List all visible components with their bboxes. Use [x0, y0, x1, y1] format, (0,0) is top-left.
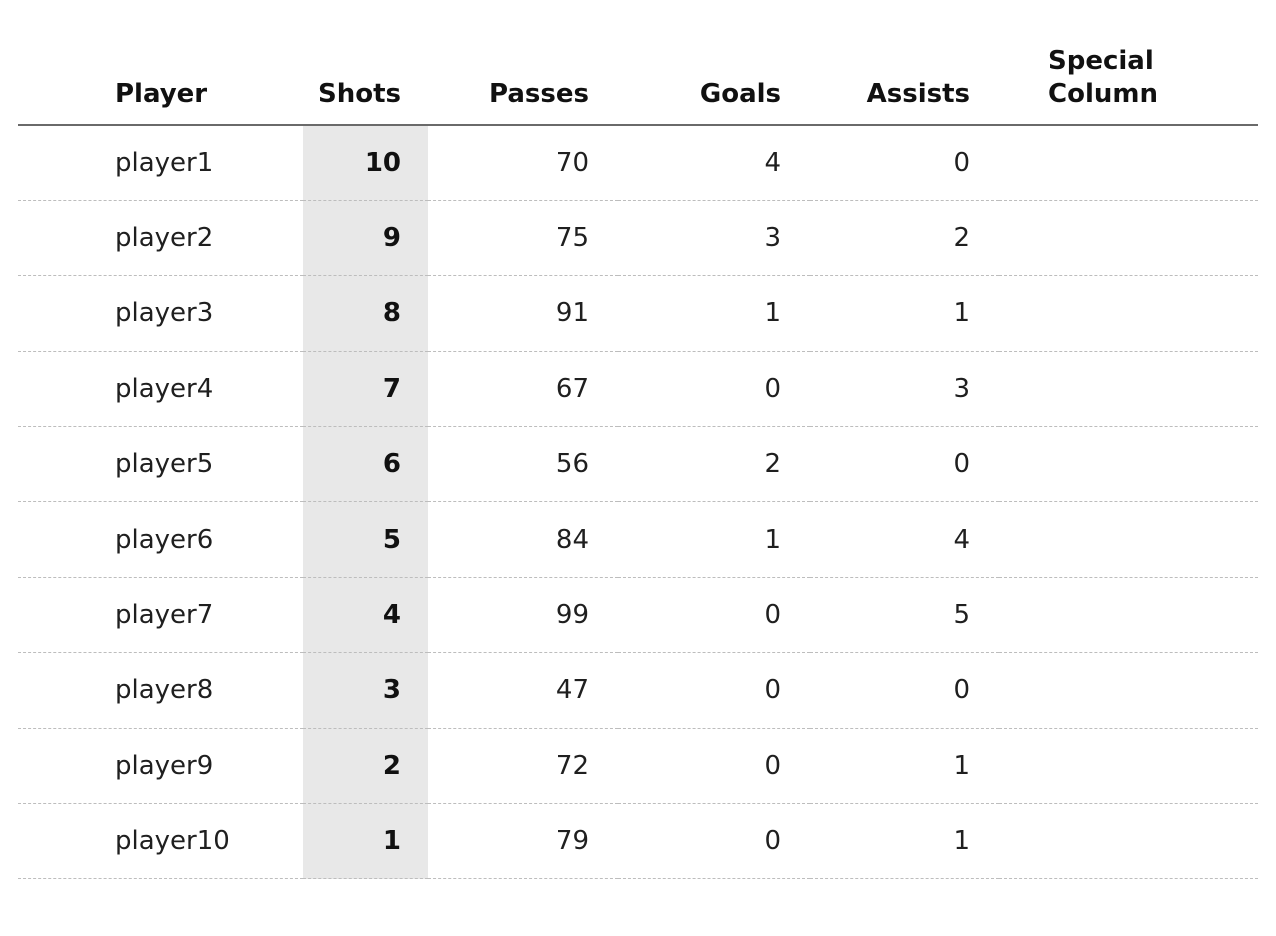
column-header-shots: Shots — [303, 30, 428, 126]
cell-goals: 0 — [618, 577, 810, 654]
cell-assists: 4 — [810, 501, 999, 578]
cell-passes: 56 — [428, 426, 618, 503]
cell-special — [999, 351, 1258, 428]
cell-shots: 7 — [303, 351, 428, 428]
cell-assists: 2 — [810, 200, 999, 277]
cell-assists: 0 — [810, 426, 999, 503]
cell-passes: 70 — [428, 125, 618, 201]
cell-passes: 47 — [428, 652, 618, 729]
cell-goals: 0 — [618, 728, 810, 805]
cell-special — [999, 501, 1258, 578]
table-row: player10 1 79 0 1 — [18, 803, 1258, 880]
cell-goals: 1 — [618, 275, 810, 352]
cell-goals: 1 — [618, 501, 810, 578]
table-header: Player Shots Passes Goals Assists Specia… — [18, 30, 1258, 126]
cell-shots: 6 — [303, 426, 428, 503]
cell-goals: 0 — [618, 351, 810, 428]
cell-assists: 1 — [810, 803, 999, 880]
cell-passes: 79 — [428, 803, 618, 880]
table-row: player3 8 91 1 1 — [18, 275, 1258, 352]
cell-assists: 1 — [810, 728, 999, 805]
cell-special — [999, 200, 1258, 277]
cell-goals: 3 — [618, 200, 810, 277]
cell-player: player10 — [18, 803, 303, 880]
cell-player: player9 — [18, 728, 303, 805]
cell-player: player1 — [18, 125, 303, 201]
table-row: player9 2 72 0 1 — [18, 728, 1258, 805]
cell-player: player7 — [18, 577, 303, 654]
cell-passes: 84 — [428, 501, 618, 578]
table-row: player6 5 84 1 4 — [18, 501, 1258, 578]
table-row: player5 6 56 2 0 — [18, 426, 1258, 503]
column-header-player: Player — [18, 30, 303, 126]
column-header-assists: Assists — [810, 30, 999, 126]
table-row: player2 9 75 3 2 — [18, 200, 1258, 277]
cell-player: player4 — [18, 351, 303, 428]
cell-passes: 72 — [428, 728, 618, 805]
cell-goals: 0 — [618, 803, 810, 880]
cell-special — [999, 125, 1258, 201]
cell-assists: 0 — [810, 652, 999, 729]
column-header-goals: Goals — [618, 30, 810, 126]
table-row: player4 7 67 0 3 — [18, 351, 1258, 428]
cell-shots: 9 — [303, 200, 428, 277]
table-row: player7 4 99 0 5 — [18, 577, 1258, 654]
cell-assists: 1 — [810, 275, 999, 352]
column-header-passes: Passes — [428, 30, 618, 126]
cell-special — [999, 803, 1258, 880]
column-header-special-column: Special Column — [999, 30, 1258, 126]
cell-player: player3 — [18, 275, 303, 352]
column-header-special-column-label: Special Column — [1048, 45, 1158, 109]
header-row: Player Shots Passes Goals Assists Specia… — [18, 30, 1258, 126]
cell-special — [999, 426, 1258, 503]
cell-shots: 8 — [303, 275, 428, 352]
cell-assists: 3 — [810, 351, 999, 428]
cell-passes: 67 — [428, 351, 618, 428]
cell-assists: 5 — [810, 577, 999, 654]
cell-player: player8 — [18, 652, 303, 729]
table-body: player1 10 70 4 0 player2 9 75 3 2 player3 8 91 1 1 pla… — [18, 125, 1258, 880]
cell-special — [999, 728, 1258, 805]
cell-shots: 1 — [303, 803, 428, 880]
cell-passes: 75 — [428, 200, 618, 277]
cell-passes: 99 — [428, 577, 618, 654]
cell-special — [999, 577, 1258, 654]
cell-shots: 2 — [303, 728, 428, 805]
cell-assists: 0 — [810, 125, 999, 201]
cell-passes: 91 — [428, 275, 618, 352]
cell-goals: 2 — [618, 426, 810, 503]
cell-player: player5 — [18, 426, 303, 503]
cell-shots: 4 — [303, 577, 428, 654]
table-row: player8 3 47 0 0 — [18, 652, 1258, 729]
cell-special — [999, 275, 1258, 352]
cell-player: player2 — [18, 200, 303, 277]
cell-special — [999, 652, 1258, 729]
table-row: player1 10 70 4 0 — [18, 125, 1258, 201]
cell-goals: 4 — [618, 125, 810, 201]
cell-goals: 0 — [618, 652, 810, 729]
player-stats-table: Player Shots Passes Goals Assists Specia… — [18, 30, 1258, 880]
cell-shots: 3 — [303, 652, 428, 729]
cell-shots: 5 — [303, 501, 428, 578]
cell-player: player6 — [18, 501, 303, 578]
cell-shots: 10 — [303, 125, 428, 201]
